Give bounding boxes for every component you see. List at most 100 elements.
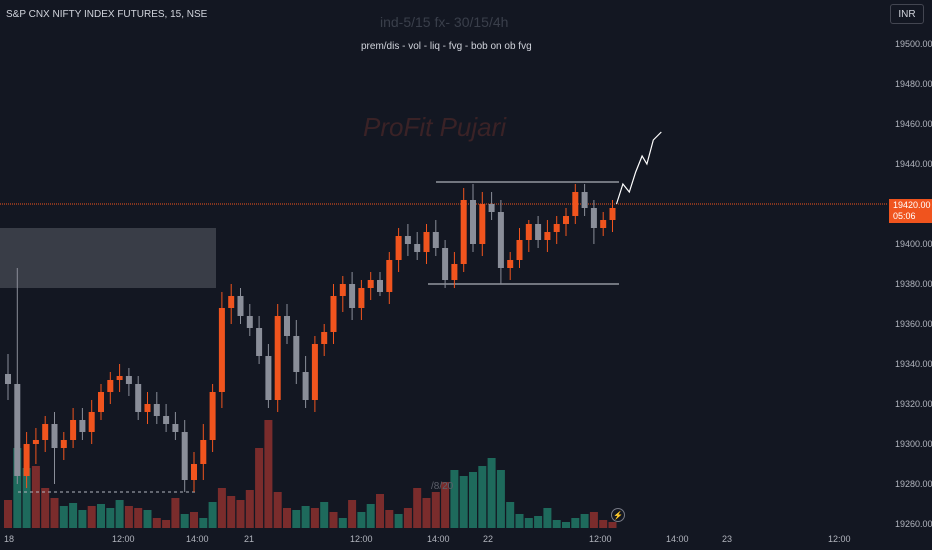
candle-body	[228, 296, 235, 308]
volume-bar	[450, 470, 459, 528]
candle	[107, 372, 114, 404]
price-tick-label: 19460.00	[895, 119, 932, 129]
volume-bar	[515, 514, 524, 528]
volume-bar	[22, 468, 31, 528]
volume-bar	[534, 516, 543, 528]
candle	[274, 304, 281, 412]
candle	[581, 184, 588, 216]
candle-body	[191, 464, 197, 480]
candle-body	[377, 280, 383, 292]
volume-bar	[310, 508, 319, 528]
lightning-icon[interactable]: ⚡	[611, 508, 625, 522]
forecast-path	[615, 131, 662, 205]
candle	[144, 392, 151, 424]
volume-bar	[487, 458, 496, 528]
candle	[88, 400, 95, 444]
currency-button[interactable]: INR	[890, 4, 924, 24]
candle-body	[274, 316, 281, 400]
candle-body	[265, 356, 272, 400]
candle-body	[367, 280, 374, 288]
time-tick-label: 12:00	[112, 534, 135, 544]
volume-bar	[97, 504, 105, 528]
volume-bar	[403, 508, 412, 528]
candle-body	[414, 244, 421, 252]
candle	[237, 288, 244, 324]
volume-bar	[190, 512, 198, 528]
volume-bar	[580, 514, 589, 528]
candle	[544, 220, 551, 252]
candle-body	[330, 296, 337, 332]
volume-bar	[227, 496, 236, 528]
price-tick-label: 19440.00	[895, 159, 932, 169]
volume-bar	[292, 510, 301, 528]
candle-body	[404, 236, 411, 244]
candle	[395, 228, 402, 272]
candle	[572, 184, 579, 224]
candle-body	[339, 284, 346, 296]
candle-body	[535, 224, 542, 240]
candle	[153, 392, 160, 424]
volume-bar	[385, 510, 394, 528]
candle-body	[516, 240, 523, 260]
volume-bar	[422, 498, 431, 528]
time-tick-label: 21	[244, 534, 254, 544]
candle	[330, 284, 337, 344]
candle-body	[153, 404, 160, 416]
candle	[228, 284, 235, 324]
volume-bar	[31, 466, 40, 528]
volume-bar	[152, 518, 161, 528]
volume-bar	[599, 520, 608, 528]
candle-body	[553, 224, 560, 232]
candle-body	[125, 376, 132, 384]
candle	[563, 208, 569, 236]
candle-body	[386, 260, 393, 292]
candle-body	[590, 208, 597, 228]
price-tick-label: 19400.00	[895, 239, 932, 249]
volume-bar	[134, 508, 143, 528]
time-tick-label: 22	[483, 534, 493, 544]
volume-bars	[4, 420, 617, 528]
time-tick-label: 12:00	[350, 534, 373, 544]
candle	[432, 220, 439, 256]
candle-body	[79, 420, 86, 432]
candle	[377, 272, 383, 296]
time-tick-label: 14:00	[427, 534, 450, 544]
candles	[5, 184, 616, 492]
price-tick-label: 19340.00	[895, 359, 932, 369]
symbol-title[interactable]: S&P CNX NIFTY INDEX FUTURES, 15, NSE	[6, 9, 208, 20]
time-tick-label: 18	[4, 534, 14, 544]
volume-bar	[589, 512, 598, 528]
price-tick-label: 19320.00	[895, 399, 932, 409]
current-price-value: 19420.00	[893, 200, 931, 210]
time-tick-label: 12:00	[589, 534, 612, 544]
candle	[256, 316, 263, 364]
volume-bar	[264, 420, 273, 528]
volume-bar	[143, 510, 152, 528]
candle-body	[349, 284, 356, 308]
candle-body	[32, 440, 39, 444]
candle	[358, 280, 365, 320]
volume-bar	[552, 520, 561, 528]
price-tick-label: 19360.00	[895, 319, 932, 329]
current-price-badge: 19420.00 05:06	[889, 199, 932, 223]
candle	[200, 424, 207, 480]
volume-bar	[87, 506, 96, 528]
candle	[42, 416, 49, 452]
volume-bar	[124, 506, 133, 528]
candle-body	[237, 296, 244, 316]
candle-body	[98, 392, 104, 412]
volume-bar	[50, 498, 59, 528]
candle-body	[600, 220, 607, 228]
candle-body	[451, 264, 458, 280]
candle	[423, 224, 430, 264]
indicator-legend[interactable]: prem/dis - vol - liq - fvg - bob on ob f…	[361, 41, 532, 52]
candle	[51, 412, 58, 484]
volume-bar	[106, 508, 115, 528]
volume-bar	[13, 448, 22, 528]
volume-bar	[441, 482, 450, 528]
candle-body	[42, 424, 49, 440]
candle-body	[293, 336, 300, 372]
candle-body	[172, 424, 179, 432]
candle	[98, 384, 104, 420]
